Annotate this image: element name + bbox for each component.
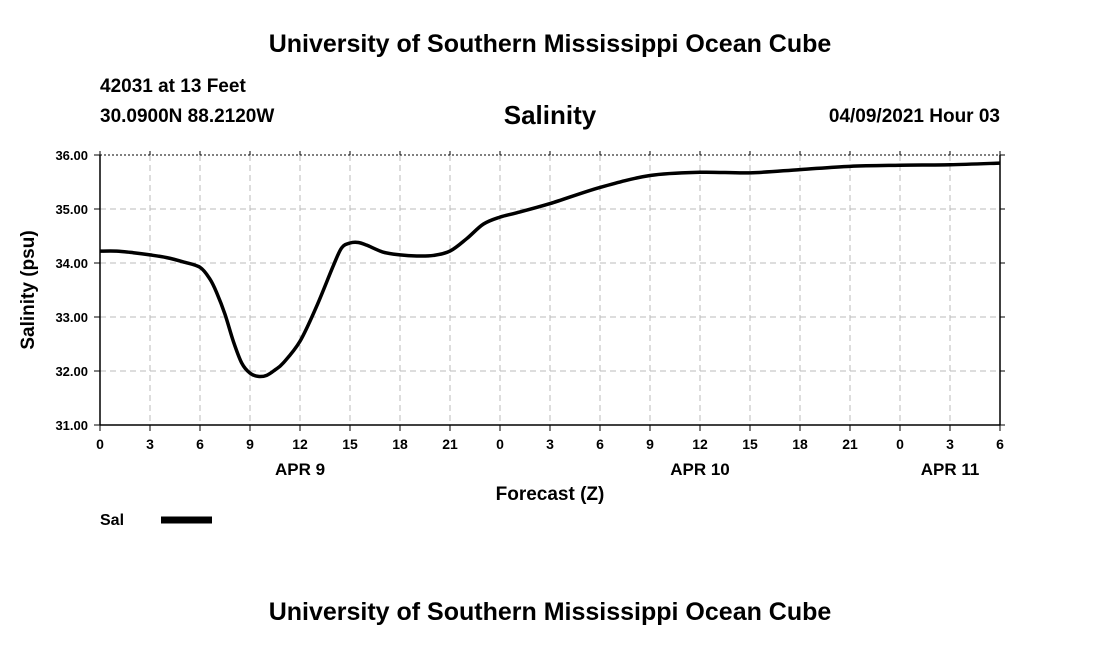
x-tick-label: 21 bbox=[842, 436, 858, 452]
x-tick-label: 3 bbox=[546, 436, 554, 452]
x-tick-label: 21 bbox=[442, 436, 458, 452]
x-tick-label: 12 bbox=[692, 436, 708, 452]
x-tick-label: 6 bbox=[996, 436, 1004, 452]
forecast-datetime: 04/09/2021 Hour 03 bbox=[828, 106, 1000, 127]
x-tick-label: 3 bbox=[946, 436, 954, 452]
series-line-sal bbox=[99, 161, 1001, 379]
date-label: APR 10 bbox=[670, 460, 730, 479]
y-axis-label: Salinity (psu) bbox=[18, 230, 39, 349]
y-tick-label: 33.00 bbox=[55, 310, 88, 325]
chart-title-top: University of Southern Mississippi Ocean… bbox=[268, 30, 832, 58]
x-tick-label: 6 bbox=[196, 436, 204, 452]
x-tick-label: 15 bbox=[342, 436, 358, 452]
chart-title-bottom: University of Southern Mississippi Ocean… bbox=[268, 598, 832, 626]
chart-subtitle: Salinity bbox=[503, 100, 597, 130]
y-tick-label: 35.00 bbox=[55, 202, 88, 217]
x-tick-label: 0 bbox=[96, 436, 104, 452]
y-tick-label: 31.00 bbox=[55, 418, 88, 433]
y-tick-label: 32.00 bbox=[55, 364, 88, 379]
x-tick-label: 9 bbox=[646, 436, 654, 452]
y-tick-label: 34.00 bbox=[55, 256, 88, 271]
date-label: APR 11 bbox=[921, 460, 980, 479]
x-axis-label: Forecast (Z) bbox=[496, 484, 605, 505]
x-tick-label: 6 bbox=[596, 436, 604, 452]
x-tick-label: 9 bbox=[246, 436, 254, 452]
x-tick-label: 18 bbox=[792, 436, 808, 452]
x-tick-label: 18 bbox=[392, 436, 408, 452]
x-tick-label: 0 bbox=[496, 436, 504, 452]
x-tick-label: 12 bbox=[292, 436, 308, 452]
x-tick-label: 3 bbox=[146, 436, 154, 452]
x-tick-label: 15 bbox=[742, 436, 758, 452]
date-label: APR 9 bbox=[275, 460, 325, 479]
y-tick-label: 36.00 bbox=[55, 148, 88, 163]
station-label: 42031 at 13 Feet bbox=[100, 76, 246, 97]
legend-label: Sal bbox=[100, 512, 124, 529]
x-tick-label: 0 bbox=[896, 436, 904, 452]
coordinates-label: 30.0900N 88.2120W bbox=[100, 106, 275, 127]
